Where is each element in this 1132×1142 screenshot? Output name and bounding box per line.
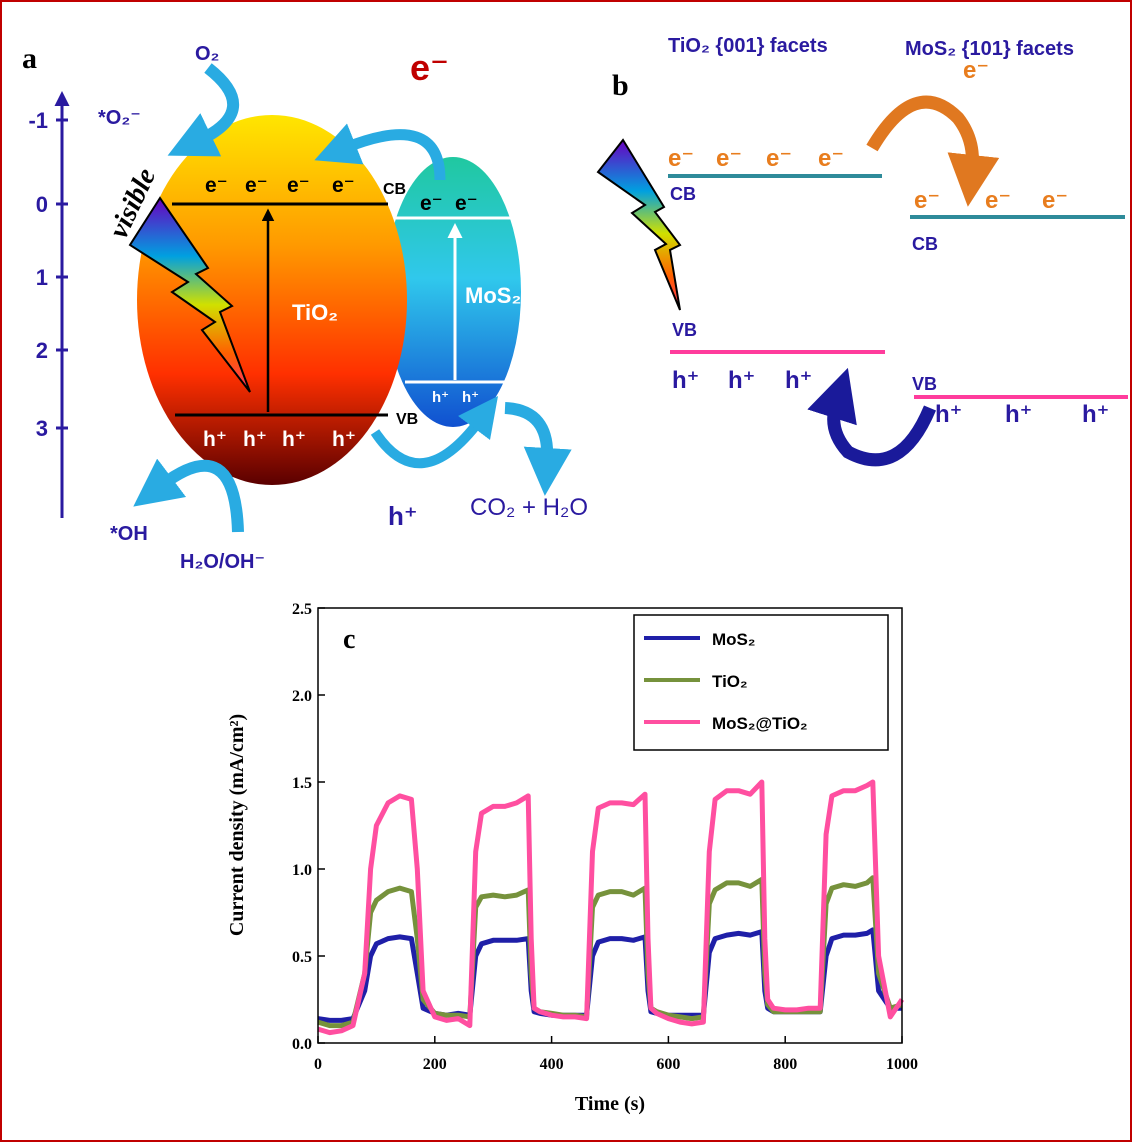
- electron: e⁻: [1042, 187, 1068, 214]
- arrow: [370, 396, 499, 469]
- product-label: CO₂ + H₂O: [470, 494, 588, 521]
- electron: e⁻: [420, 192, 443, 215]
- electron: e⁻: [914, 187, 940, 214]
- y-tick-label: 1.5: [292, 775, 312, 792]
- electron: e⁻: [455, 192, 478, 215]
- y-tick-label: 0.0: [292, 1036, 312, 1053]
- panel-label: c: [343, 624, 355, 655]
- electron: e⁻: [716, 145, 742, 172]
- x-tick-label: 400: [540, 1056, 564, 1073]
- species-label: *OH: [110, 523, 148, 545]
- band-label: VB: [672, 320, 697, 340]
- electron: e⁻: [963, 57, 989, 84]
- electron: e⁻: [818, 145, 844, 172]
- band-label: VB: [912, 374, 937, 394]
- electron-transfer-arrow: [866, 95, 1000, 207]
- energy-tick-label: -1: [28, 108, 48, 133]
- electron: e⁻: [287, 174, 310, 197]
- y-axis-label: Current density (mA/cm²): [226, 714, 248, 936]
- arrow: [167, 63, 240, 157]
- x-tick-label: 1000: [886, 1056, 918, 1073]
- light-bolt: [596, 138, 682, 311]
- hole: h⁺: [203, 428, 227, 451]
- panel-c: c Time (s) Current density (mA/cm²) 0.00…: [226, 601, 918, 1115]
- x-tick-label: 200: [423, 1056, 447, 1073]
- legend-label: TiO₂: [712, 672, 748, 691]
- hole-transfer-arrow: [807, 367, 936, 467]
- hole: h⁺: [432, 389, 449, 406]
- panel-b: b TiO₂ {001} facets MoS₂ {101} facets e⁻…: [596, 35, 1128, 467]
- hole: h⁺: [243, 428, 267, 451]
- band-label: VB: [396, 411, 418, 428]
- panel-label: b: [612, 69, 629, 102]
- tio2-particle: [137, 115, 407, 485]
- y-tick-label: 2.0: [292, 688, 312, 705]
- energy-tick-label: 2: [36, 338, 48, 363]
- electron: e⁻: [205, 174, 228, 197]
- panel-label: a: [22, 42, 37, 75]
- hole: h⁺: [282, 428, 306, 451]
- energy-tick-label: 1: [36, 265, 48, 290]
- electron: e⁻: [766, 145, 792, 172]
- material-label: MoS₂: [465, 283, 521, 308]
- hole: h⁺: [462, 389, 479, 406]
- y-tick-label: 0.5: [292, 949, 312, 966]
- hole: h⁺: [672, 367, 699, 394]
- hole: h⁺: [935, 401, 962, 428]
- y-tick-label: 2.5: [292, 601, 312, 618]
- arrow: [504, 402, 572, 496]
- x-tick-label: 0: [314, 1056, 322, 1073]
- legend-label: MoS₂: [712, 630, 755, 649]
- plot-frame: [317, 607, 903, 1044]
- series-line: [317, 779, 905, 1036]
- species-label: O₂: [195, 43, 219, 65]
- x-tick-label: 600: [656, 1056, 680, 1073]
- band-label: CB: [670, 184, 696, 204]
- hole: h⁺: [728, 367, 755, 394]
- mos2-particle: [385, 157, 521, 427]
- y-tick-label: 1.0: [292, 862, 312, 879]
- energy-tick-label: 3: [36, 416, 48, 441]
- species-label: *O₂⁻: [98, 107, 141, 129]
- electron: e⁻: [668, 145, 694, 172]
- legend-label: MoS₂@TiO₂: [712, 714, 808, 733]
- energy-tick-label: 0: [36, 192, 48, 217]
- facet-title: TiO₂ {001} facets: [668, 35, 828, 57]
- hole-label: h⁺: [388, 501, 418, 531]
- species-label: H₂O/OH⁻: [180, 551, 265, 573]
- arrow: [133, 458, 244, 533]
- electron-label: e⁻: [410, 47, 449, 88]
- material-label: TiO₂: [292, 300, 338, 325]
- hole: h⁺: [785, 367, 812, 394]
- hole: h⁺: [1005, 401, 1032, 428]
- electron: e⁻: [245, 174, 268, 197]
- electron: e⁻: [332, 174, 355, 197]
- light-bolt: [128, 196, 251, 393]
- panel-a: a O₂ *O₂⁻ e⁻ visible e⁻ e⁻ e⁻ e⁻ CB e⁻ e…: [22, 42, 588, 573]
- band-label: CB: [912, 234, 938, 254]
- hole: h⁺: [332, 428, 356, 451]
- facet-title: MoS₂ {101} facets: [905, 38, 1074, 60]
- x-tick-label: 800: [773, 1056, 797, 1073]
- electron: e⁻: [985, 187, 1011, 214]
- x-axis-label: Time (s): [575, 1093, 645, 1115]
- arrow: [314, 123, 446, 181]
- band-label: CB: [383, 181, 406, 198]
- hole: h⁺: [1082, 401, 1109, 428]
